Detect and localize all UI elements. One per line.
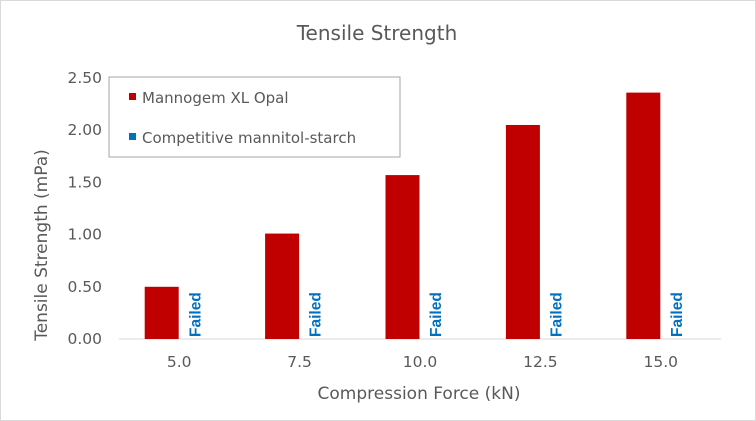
chart-title: Tensile Strength <box>296 21 458 45</box>
legend-swatch-mannogem <box>129 93 136 100</box>
bar-mannogem-12.5 <box>505 124 540 339</box>
legend-box <box>108 76 401 158</box>
bar-mannogem-7.5 <box>265 233 300 339</box>
legend-label-competitive: Competitive mannitol-starch <box>142 129 356 147</box>
y-tick-label: 2.00 <box>67 121 102 139</box>
failed-labels: Failed Failed Failed Failed Failed <box>187 292 686 337</box>
x-tick-label: 7.5 <box>287 353 312 371</box>
failed-label: Failed <box>187 292 204 337</box>
x-tick-label: 10.0 <box>403 353 438 371</box>
y-tick-label: 2.50 <box>67 69 102 87</box>
y-axis-title: Tensile Strength (mPa) <box>32 149 52 342</box>
y-tick-label: 1.00 <box>67 226 102 244</box>
legend: Mannogem XL Opal Competitive mannitol-st… <box>108 76 401 158</box>
x-tick-label: 15.0 <box>644 353 679 371</box>
x-tick-label: 12.5 <box>523 353 558 371</box>
failed-label: Failed <box>669 292 686 337</box>
bar-mannogem-10.0 <box>385 175 420 339</box>
bar-mannogem-5.0 <box>144 286 179 339</box>
y-tick-label: 1.50 <box>67 173 102 191</box>
y-axis-ticks: 0.00 0.50 1.00 1.50 2.00 2.50 <box>67 69 102 348</box>
failed-label: Failed <box>548 292 565 337</box>
bar-mannogem-15.0 <box>626 92 661 339</box>
y-tick-label: 0.00 <box>67 330 102 348</box>
legend-label-mannogem: Mannogem XL Opal <box>142 89 289 107</box>
x-axis-ticks: 5.0 7.5 10.0 12.5 15.0 <box>167 353 678 371</box>
bars <box>144 92 661 339</box>
legend-swatch-competitive <box>129 133 136 140</box>
y-tick-label: 0.50 <box>67 278 102 296</box>
failed-label: Failed <box>308 292 325 337</box>
x-tick-label: 5.0 <box>167 353 192 371</box>
x-axis-title: Compression Force (kN) <box>318 384 521 404</box>
failed-label: Failed <box>428 292 445 337</box>
